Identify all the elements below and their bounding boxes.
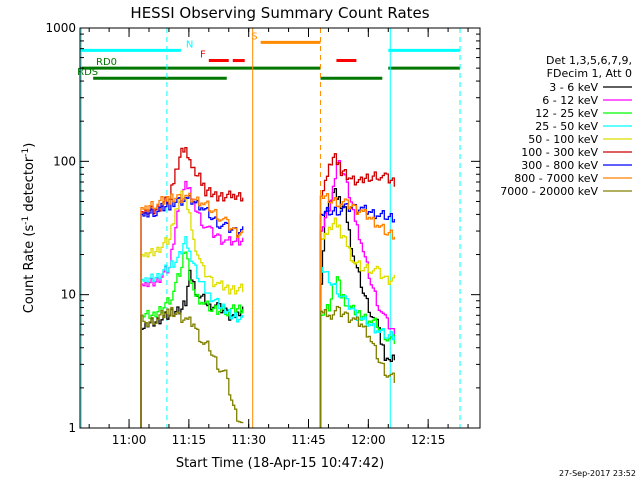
y-tick-label: 10 <box>61 288 76 302</box>
flag-label: RD0 <box>96 57 117 68</box>
y-axis-label-main: Count Rate (s <box>22 225 37 314</box>
y-tick-label: 1 <box>68 421 76 435</box>
x-tick-label: 11:15 <box>172 433 207 447</box>
series-line <box>140 192 244 428</box>
flag-label: S <box>251 31 257 42</box>
legend-header-2: FDecim 1, Att 0 <box>547 67 632 80</box>
legend-label: 800 - 7000 keV <box>514 172 598 185</box>
legend-label: 12 - 25 keV <box>535 107 598 120</box>
series-line <box>140 190 244 428</box>
series-lines <box>140 146 395 428</box>
y-tick-label: 100 <box>53 154 76 168</box>
legend-label: 3 - 6 keV <box>549 81 598 94</box>
series-line <box>140 251 244 428</box>
orbit-lines <box>80 28 461 428</box>
y-axis-label-mid: detector <box>22 156 37 216</box>
flag-label: N <box>186 39 193 50</box>
series-line <box>140 236 244 428</box>
y-tick-label: 1000 <box>45 21 76 35</box>
series-line <box>319 192 395 428</box>
y-axis-label-sup1: -1 <box>21 216 31 225</box>
x-axis-label: Start Time (18-Apr-15 10:47:42) <box>176 456 384 471</box>
legend-label: 7000 - 20000 keV <box>500 185 598 198</box>
series-line <box>319 203 395 428</box>
series-line <box>319 276 395 428</box>
x-tick-label: 12:15 <box>411 433 446 447</box>
x-tick-label: 11:30 <box>231 433 266 447</box>
y-axis: 1 10 100 1000 <box>45 21 480 435</box>
series-line <box>319 266 395 428</box>
x-tick-label: 11:00 <box>112 433 147 447</box>
x-axis: 11:00 11:15 11:30 11:45 12:00 12:15 <box>88 28 469 447</box>
chart-title: HESSI Observing Summary Count Rates <box>130 4 429 22</box>
timestamp: 27-Sep-2017 23:52 <box>559 469 636 478</box>
flag-label: RDS <box>77 67 98 78</box>
series-line <box>319 153 395 428</box>
x-tick-label: 11:45 <box>291 433 326 447</box>
plot-frame <box>79 27 481 429</box>
y-axis-label: Count Rate (s-1 detector-1) <box>21 143 37 314</box>
series-line <box>140 306 244 428</box>
series-line <box>140 269 244 428</box>
y-axis-label-end: ) <box>22 143 37 148</box>
legend-label: 100 - 300 keV <box>521 146 598 159</box>
series-line <box>140 194 244 428</box>
y-axis-label-sup2: -1 <box>21 148 31 157</box>
series-line <box>319 305 395 428</box>
legend-label: 25 - 50 keV <box>535 120 598 133</box>
legend-label: 6 - 12 keV <box>542 94 598 107</box>
legend-header-1: Det 1,3,5,6,7,9, <box>546 54 632 67</box>
legend-label: 300 - 800 keV <box>521 159 598 172</box>
legend-label: 50 - 100 keV <box>528 133 598 146</box>
series-line <box>319 217 395 428</box>
series-line <box>319 160 395 428</box>
flag-label: F <box>200 50 206 61</box>
x-tick-label: 12:00 <box>351 433 386 447</box>
